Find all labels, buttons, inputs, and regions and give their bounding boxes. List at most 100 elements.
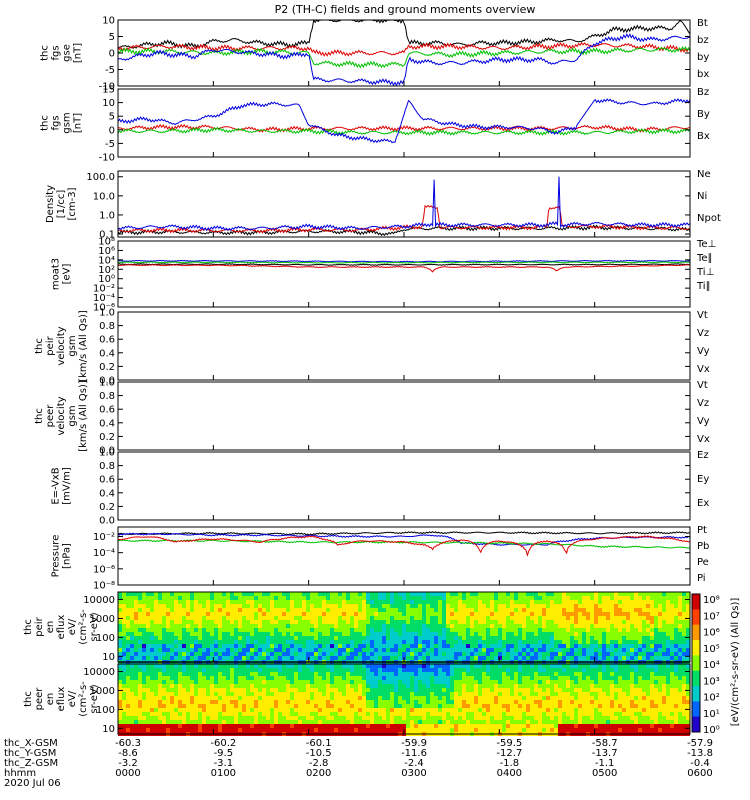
heatmap-cell (406, 636, 410, 640)
heatmap-cell (454, 592, 458, 596)
heatmap-cell (122, 596, 126, 600)
heatmap-cell (222, 608, 226, 612)
heatmap-cell (598, 600, 602, 604)
heatmap-cell (322, 696, 326, 700)
heatmap-cell (278, 672, 282, 676)
heatmap-cell (210, 688, 214, 692)
heatmap-cell (342, 692, 346, 696)
heatmap-cell (218, 592, 222, 596)
heatmap-cell (378, 648, 382, 652)
heatmap-cell (218, 600, 222, 604)
heatmap-cell (382, 712, 386, 716)
heatmap-cell (146, 632, 150, 636)
heatmap-cell (150, 600, 154, 604)
heatmap-cell (338, 608, 342, 612)
heatmap-cell (194, 636, 198, 640)
heatmap-cell (570, 692, 574, 696)
heatmap-cell (478, 604, 482, 608)
heatmap-cell (418, 716, 422, 720)
heatmap-cell (258, 624, 262, 628)
heatmap-cell (238, 600, 242, 604)
heatmap-cell (382, 672, 386, 676)
heatmap-cell (310, 664, 314, 668)
heatmap-cell (118, 604, 122, 608)
heatmap-cell (450, 680, 454, 684)
heatmap-cell (518, 696, 522, 700)
heatmap-cell (182, 616, 186, 620)
heatmap-cell (402, 624, 406, 628)
heatmap-cell (326, 648, 330, 652)
heatmap-cell (406, 684, 410, 688)
heatmap-cell (366, 648, 370, 652)
heatmap-cell (546, 692, 550, 696)
heatmap-cell (214, 600, 218, 604)
ytick-label-peir_eflux: 100 (96, 633, 115, 644)
heatmap-cell (598, 596, 602, 600)
heatmap-cell (262, 724, 266, 728)
heatmap-cell (202, 704, 206, 708)
heatmap-cell (514, 612, 518, 616)
heatmap-cell (486, 728, 490, 732)
heatmap-cell (334, 728, 338, 732)
heatmap-cell (350, 688, 354, 692)
heatmap-cell (462, 592, 466, 596)
heatmap-cell (542, 604, 546, 608)
heatmap-cell (366, 672, 370, 676)
heatmap-cell (574, 596, 578, 600)
heatmap-cell (334, 724, 338, 728)
heatmap-cell (438, 656, 442, 660)
heatmap-cell (498, 728, 502, 732)
heatmap-cell (450, 676, 454, 680)
heatmap-cell (478, 620, 482, 624)
heatmap-cell (122, 716, 126, 720)
heatmap-cell (186, 724, 190, 728)
heatmap-cell (546, 620, 550, 624)
heatmap-cell (186, 668, 190, 672)
heatmap-cell (150, 664, 154, 668)
heatmap-cell (370, 676, 374, 680)
heatmap-cell (242, 716, 246, 720)
heatmap-cell (390, 728, 394, 732)
heatmap-cell (370, 628, 374, 632)
heatmap-cell (474, 716, 478, 720)
heatmap-cell (270, 668, 274, 672)
heatmap-cell (358, 696, 362, 700)
heatmap-cell (430, 636, 434, 640)
heatmap-cell (402, 640, 406, 644)
heatmap-cell (118, 712, 122, 716)
heatmap-cell (678, 600, 682, 604)
heatmap-cell (546, 604, 550, 608)
heatmap-cell (426, 624, 430, 628)
heatmap-cell (262, 632, 266, 636)
heatmap-cell (554, 612, 558, 616)
heatmap-cell (338, 648, 342, 652)
heatmap-cell (522, 640, 526, 644)
heatmap-cell (550, 612, 554, 616)
heatmap-cell (634, 592, 638, 596)
heatmap-cell (442, 680, 446, 684)
heatmap-cell (366, 696, 370, 700)
heatmap-cell (666, 632, 670, 636)
heatmap-cell (430, 716, 434, 720)
heatmap-cell (446, 600, 450, 604)
heatmap-cell (342, 688, 346, 692)
heatmap-cell (186, 684, 190, 688)
heatmap-cell (306, 616, 310, 620)
heatmap-cell (562, 692, 566, 696)
heatmap-cell (318, 608, 322, 612)
heatmap-cell (442, 708, 446, 712)
heatmap-cell (426, 676, 430, 680)
heatmap-cell (358, 640, 362, 644)
heatmap-cell (618, 652, 622, 656)
heatmap-cell (646, 620, 650, 624)
heatmap-cell (394, 696, 398, 700)
heatmap-cell (454, 604, 458, 608)
heatmap-cell (538, 624, 542, 628)
heatmap-cell (486, 612, 490, 616)
heatmap-cell (534, 668, 538, 672)
heatmap-cell (606, 604, 610, 608)
heatmap-cell (398, 600, 402, 604)
heatmap-cell (134, 684, 138, 688)
heatmap-cell (230, 668, 234, 672)
heatmap-cell (574, 668, 578, 672)
